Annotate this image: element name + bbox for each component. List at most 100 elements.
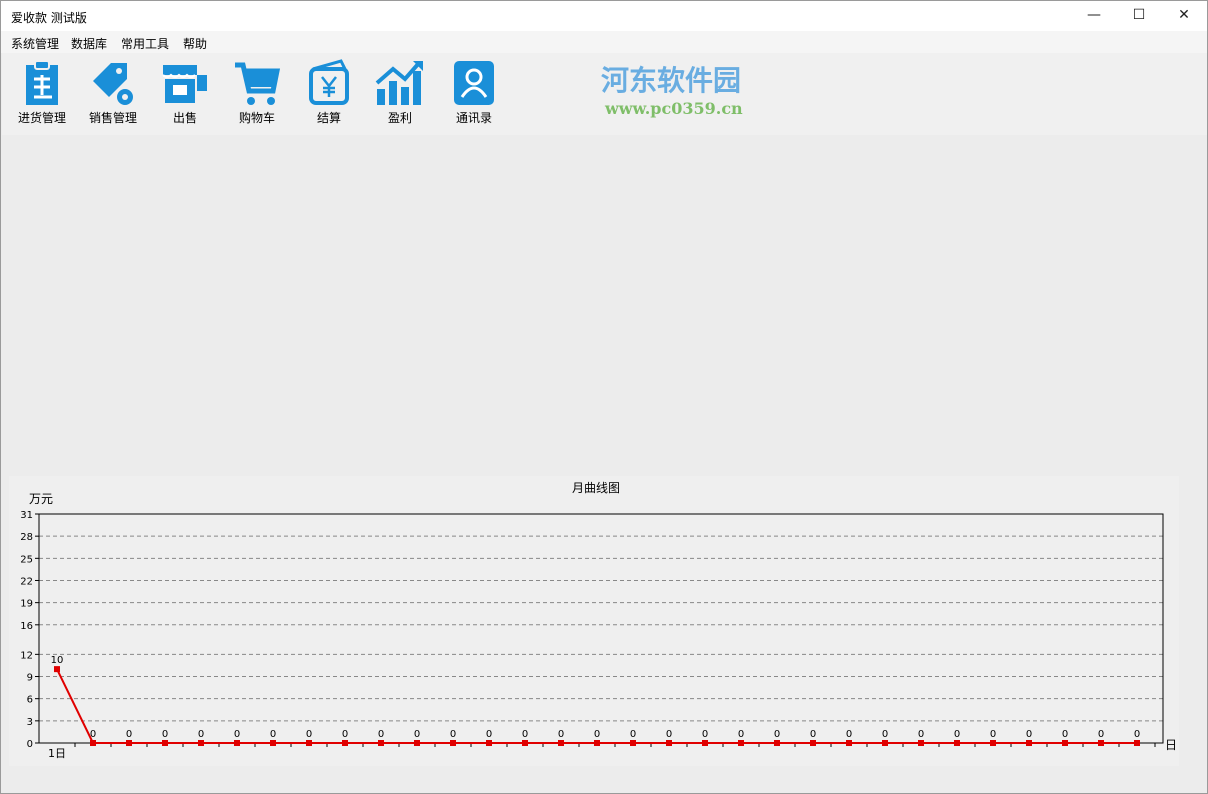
data-label: 0 [558,729,564,740]
maximize-button[interactable]: ☐ [1132,7,1146,23]
data-label: 0 [198,729,204,740]
data-point [342,740,348,746]
data-point [990,740,996,746]
data-label: 0 [738,729,744,740]
tool-profit[interactable]: 盈利 [365,59,435,126]
data-label: 0 [342,729,348,740]
y-tick-label: 16 [20,621,33,632]
data-point [1026,740,1032,746]
minimize-button[interactable]: — [1087,7,1101,23]
data-label: 0 [306,729,312,740]
y-tick-label: 25 [20,554,33,565]
data-point [1134,740,1140,746]
wallet-yen-icon [309,59,349,105]
tool-label: 销售管理 [88,111,137,125]
y-tick-label: 28 [20,532,33,543]
menu-database[interactable]: 数据库 [71,37,108,51]
data-point [774,740,780,746]
monthly-line-chart: 月曲线图 万元 日 1日 0 3 6 9 12 16 19 22 25 28 31 10 0 0 0 0 0 0 0… [20,481,1177,760]
data-point [450,740,456,746]
clipboard-purchase-icon [26,60,58,105]
data-point [702,740,708,746]
tool-sell[interactable]: 出售 [150,59,220,126]
data-label: 0 [990,729,996,740]
data-point [882,740,888,746]
menu-system[interactable]: 系统管理 [11,37,60,51]
data-point [738,740,744,746]
data-point [918,740,924,746]
tool-label: 购物车 [238,111,275,125]
close-button[interactable]: ✕ [1178,7,1190,23]
data-label: 0 [774,729,780,740]
data-label: 0 [594,729,600,740]
data-point [1098,740,1104,746]
data-label: 0 [1098,729,1104,740]
data-point [306,740,312,746]
data-label: 0 [270,729,276,740]
y-tick-label: 19 [20,599,33,610]
data-point [90,740,96,746]
y-tick-label: 0 [27,739,33,750]
data-label: 0 [630,729,636,740]
data-label: 0 [882,729,888,740]
data-label: 0 [378,729,384,740]
shopping-cart-icon [235,62,281,105]
chart-title: 月曲线图 [572,481,620,495]
x-tick-label-first: 1日 [48,747,66,760]
tool-sales[interactable]: 销售管理 [78,59,148,126]
data-point [558,740,564,746]
title-bar: 爱收款 测试版 — ☐ ✕ [1,1,1207,31]
data-label: 0 [414,729,420,740]
data-point [378,740,384,746]
data-point [1062,740,1068,746]
data-label: 0 [1026,729,1032,740]
data-point [162,740,168,746]
data-point [810,740,816,746]
y-tick-label: 6 [27,695,33,706]
tool-label: 进货管理 [17,111,66,125]
y-tick-label: 12 [20,650,33,661]
data-point [270,740,276,746]
data-label: 0 [90,729,96,740]
x-axis-unit: 日 [1165,738,1177,752]
data-label: 0 [1134,729,1140,740]
data-point [486,740,492,746]
bar-chart-up-icon [375,61,423,105]
data-label: 0 [486,729,492,740]
contact-book-icon [454,61,494,105]
window-title: 爱收款 测试版 [11,11,87,25]
data-point [126,740,132,746]
tool-cart[interactable]: 购物车 [222,59,292,126]
data-label: 0 [126,729,132,740]
data-point [594,740,600,746]
chart-panel: 月曲线图 万元 日 1日 0 3 6 9 12 16 19 22 25 28 31 10 0 0 0 0 0 0 0… [9,476,1179,766]
data-point [198,740,204,746]
y-tick-label: 9 [27,673,33,684]
data-point [54,666,60,673]
data-label: 0 [846,729,852,740]
menu-bar: 系统管理 数据库 常用工具 帮助 [1,31,1207,53]
tool-label: 出售 [172,111,197,125]
tool-checkout[interactable]: 结算 [294,59,364,126]
tool-purchase[interactable]: 进货管理 [7,59,77,126]
data-label: 0 [522,729,528,740]
data-label: 0 [1062,729,1068,740]
data-label: 0 [162,729,168,740]
tool-label: 结算 [316,111,341,125]
toolbar: 进货管理 销售管理 出售 购物车 结算 盈利 通讯录 [2,53,1207,135]
y-tick-label: 22 [20,576,33,587]
tool-contacts[interactable]: 通讯录 [439,59,509,126]
data-point [414,740,420,746]
plot-frame [38,513,1164,744]
y-tick-label: 3 [27,717,33,728]
menu-help[interactable]: 帮助 [183,37,208,51]
tool-label: 通讯录 [455,111,492,125]
data-label: 0 [234,729,240,740]
data-point [846,740,852,746]
data-point [234,740,240,746]
y-axis-unit: 万元 [29,492,53,506]
menu-tools[interactable]: 常用工具 [121,37,170,51]
storefront-icon [162,65,207,103]
data-label: 0 [702,729,708,740]
